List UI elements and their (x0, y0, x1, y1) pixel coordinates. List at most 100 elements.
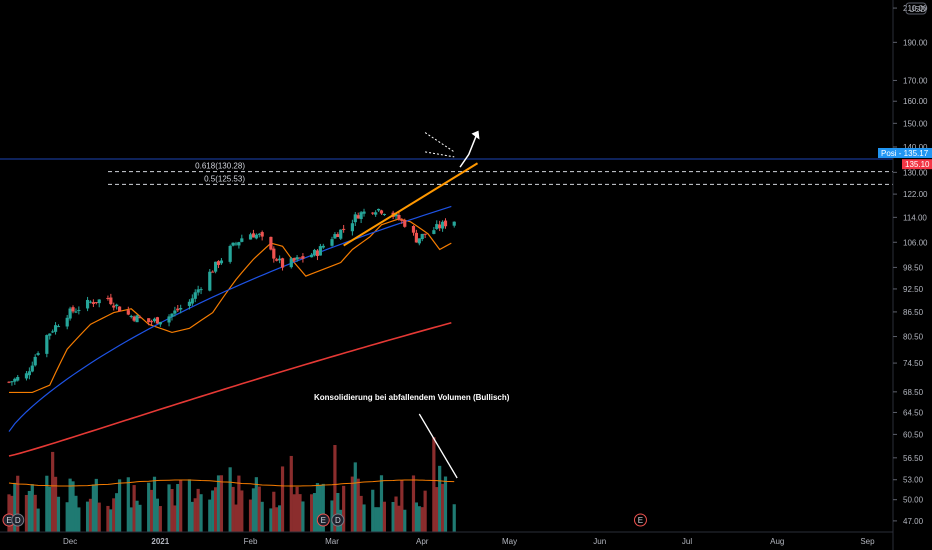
candle-body (167, 316, 171, 323)
event-marker[interactable] (11, 513, 25, 527)
volume-bar (219, 475, 224, 532)
candle-body (275, 259, 279, 261)
volume-bar (193, 498, 197, 532)
event-marker[interactable] (633, 513, 647, 527)
event-marker[interactable] (331, 513, 345, 527)
volume-bar (275, 507, 279, 532)
time-axis[interactable]: Dec 2021 Feb Mar Apr May Jun Jul Aug Sep (0, 531, 893, 546)
volume-bar (112, 498, 116, 532)
candle-body (117, 306, 122, 312)
volume-bar (342, 485, 346, 532)
volume-bar (24, 494, 29, 532)
volume-bar (97, 502, 101, 532)
breakout-arrow (459, 132, 479, 168)
volume-bar (359, 495, 363, 532)
candle-body (85, 299, 90, 309)
volume-bar (176, 484, 180, 532)
candle-body (138, 317, 142, 319)
fib-level-label: 0.618(130.28) (195, 162, 245, 171)
price-tick-label: 210.00 (903, 4, 928, 13)
volume-bar (129, 507, 133, 532)
candle-body (318, 246, 322, 256)
candle-body (71, 307, 75, 312)
candle-body (440, 221, 445, 229)
volume-bar (374, 507, 378, 532)
price-tick-label: 56.50 (903, 454, 924, 463)
volume-bar (149, 489, 154, 532)
volume-bar (65, 502, 69, 532)
fib-level-label: 0.5(125.53) (204, 174, 245, 183)
volume-bar (27, 490, 31, 532)
price-tick-label: 74.50 (903, 359, 924, 368)
price-tick-label: 50.00 (903, 496, 924, 505)
volume-bar (115, 493, 119, 532)
volume-bar (400, 479, 404, 532)
volume-bar (211, 490, 215, 532)
volume-bar (56, 496, 61, 532)
moving-average-line (8, 205, 452, 432)
candle-body (190, 298, 194, 304)
price-tag (902, 159, 932, 170)
candle-body (289, 258, 293, 268)
volume-bar (231, 486, 235, 532)
candle-body (176, 308, 180, 311)
wedge-lower-line (425, 151, 455, 158)
volume-bar (379, 475, 384, 532)
candle-body (36, 353, 40, 355)
candle-body (132, 316, 136, 321)
currency-label: USD (909, 5, 926, 14)
price-axis[interactable]: 47.00 50.00 53.00 56.50 60.50 64.50 68.50 74.50… (878, 0, 932, 550)
candle-body (158, 321, 162, 325)
candle-body (193, 292, 197, 299)
candle-body (91, 302, 95, 304)
volume-bar (167, 484, 171, 532)
event-marker[interactable] (316, 513, 330, 527)
price-tick-label: 114.00 (903, 213, 927, 222)
event-marker-label: E (638, 516, 643, 525)
price-tick-label: 86.50 (903, 308, 924, 317)
candle-body (56, 326, 61, 328)
volume-bar (216, 475, 221, 532)
time-tick-label: May (502, 537, 517, 546)
volume-bar (330, 500, 334, 532)
price-tag (878, 147, 932, 158)
volume-bar (382, 501, 386, 532)
candle-body (147, 318, 151, 323)
volume-bar (214, 487, 218, 532)
candle-body (33, 356, 37, 366)
volume-bar (10, 495, 14, 532)
candle-body (420, 233, 424, 240)
volume-bar (350, 476, 354, 532)
candle-body (254, 234, 258, 239)
volume-bar (234, 504, 238, 532)
candle-body (112, 305, 116, 308)
candle-body (97, 299, 101, 304)
candle-body (248, 234, 253, 240)
volume-bar (321, 483, 325, 532)
volume-bar (240, 490, 244, 532)
volume-bar (228, 467, 232, 532)
candle-body (353, 214, 357, 223)
candle-body (251, 233, 256, 238)
volume-bar (289, 455, 293, 532)
candle-body (77, 309, 81, 311)
candlesticks (7, 208, 456, 386)
chart-labels: Konsolidierung bei abfallendem Volumen (… (314, 393, 510, 402)
volume-bar (126, 477, 130, 532)
moving-averages (8, 205, 452, 457)
candle-body (170, 313, 174, 317)
volume-bar (48, 486, 52, 532)
candle-body (24, 373, 29, 379)
candle-body (374, 212, 378, 215)
volume-bar (403, 509, 407, 532)
candle-body (228, 245, 232, 262)
volume-bar (310, 494, 314, 532)
candle-body (403, 220, 407, 227)
time-tick-label: Mar (325, 537, 339, 546)
breakout-arrow-head (471, 130, 480, 140)
volume-bar (138, 504, 142, 532)
volume-bar (423, 490, 427, 532)
